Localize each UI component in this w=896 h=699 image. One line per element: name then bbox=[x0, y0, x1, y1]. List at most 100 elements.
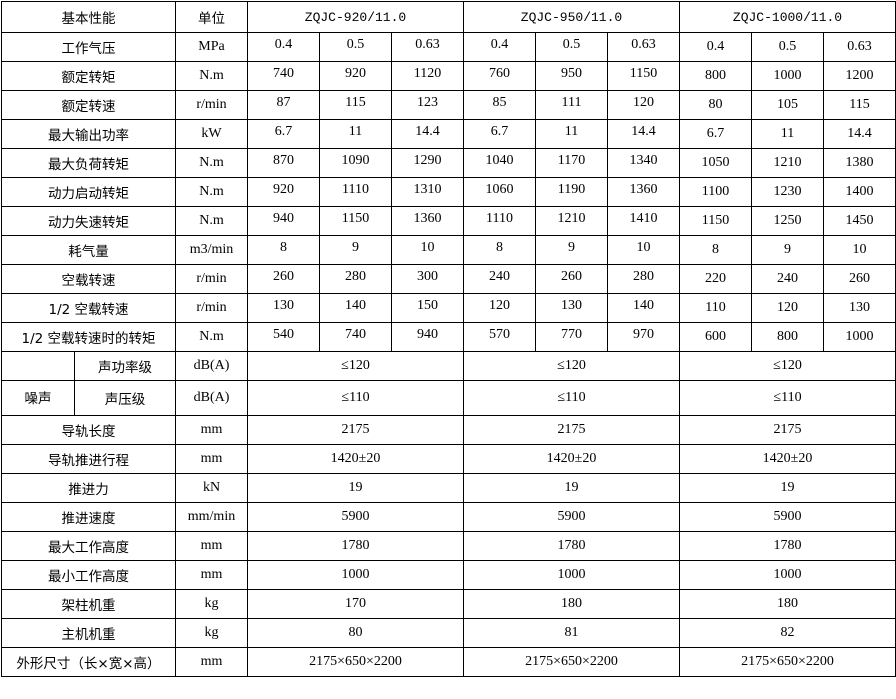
noise-row-3: 声压级 dB(A) ≤110 ≤110 ≤110 bbox=[2, 380, 896, 416]
row-value: 19 bbox=[463, 473, 680, 503]
row-unit: kg bbox=[175, 589, 248, 619]
row-value: 123 bbox=[391, 90, 464, 120]
row-value: 1290 bbox=[391, 148, 464, 178]
row-value: 1340 bbox=[607, 148, 680, 178]
row-value: 2175 bbox=[247, 415, 464, 445]
row-value: 14.4 bbox=[607, 119, 680, 149]
spec-table: 基本性能 单位 ZQJC-920/11.0 ZQJC-950/11.0 ZQJC-100… bbox=[1, 1, 896, 677]
row-value: 10 bbox=[822, 235, 896, 265]
row-value: 950 bbox=[535, 61, 608, 91]
noise-pressure-value: ≤110 bbox=[678, 380, 896, 416]
row-unit: mm/min bbox=[175, 502, 248, 532]
row-value: 5900 bbox=[247, 502, 464, 532]
row-value: 5900 bbox=[463, 502, 680, 532]
row-value: 0.63 bbox=[391, 32, 464, 62]
row-value: 0.5 bbox=[751, 32, 824, 62]
row-value: 1040 bbox=[463, 148, 536, 178]
table-row: 耗气量 m3/min 8 9 10 8 9 10 8 9 10 bbox=[1, 235, 896, 265]
row-value: 10 bbox=[607, 235, 680, 265]
row-value: 2175×650×2200 bbox=[247, 647, 464, 677]
row-value: 1380 bbox=[822, 148, 896, 178]
header-property: 基本性能 bbox=[1, 1, 176, 33]
row-value: 2175×650×2200 bbox=[678, 647, 896, 677]
row-value: 8 bbox=[463, 235, 536, 265]
table-row: 最大输出功率 kW 6.7 11 14.4 6.7 11 14.4 6.7 11 14.4 bbox=[1, 119, 896, 149]
row-value: 9 bbox=[535, 235, 608, 265]
row-value: 0.63 bbox=[607, 32, 680, 62]
row-label: 最小工作高度 bbox=[1, 560, 176, 590]
row-value: 0.4 bbox=[247, 32, 320, 62]
row-value: 970 bbox=[607, 322, 680, 352]
row-label: 最大负荷转矩 bbox=[1, 148, 176, 178]
row-value: 220 bbox=[679, 264, 752, 294]
noise-power-value: ≤120 bbox=[247, 351, 464, 381]
row-value: 130 bbox=[535, 293, 608, 323]
table-row: 1/2 空载转速时的转矩 N.m 540 740 940 570 770 970 600 800 1… bbox=[1, 322, 896, 352]
row-label: 推进速度 bbox=[1, 502, 176, 532]
row-value: 6.7 bbox=[247, 119, 320, 149]
row-value: 1000 bbox=[678, 560, 896, 590]
row-value: 19 bbox=[678, 473, 896, 503]
noise-row-1: 声功率级 dB(A) ≤120 ≤120 ≤120 bbox=[1, 351, 896, 381]
row-label: 额定转速 bbox=[1, 90, 176, 120]
row-label: 外形尺寸（长×宽×高） bbox=[1, 647, 176, 677]
row-unit: r/min bbox=[175, 264, 248, 294]
row-unit: mm bbox=[175, 647, 248, 677]
noise-power-value: ≤120 bbox=[678, 351, 896, 381]
row-value: 940 bbox=[391, 322, 464, 352]
row-unit: kW bbox=[175, 119, 248, 149]
row-value: 760 bbox=[463, 61, 536, 91]
header-model: ZQJC-1000/11.0 bbox=[678, 1, 896, 33]
row-value: 280 bbox=[319, 264, 392, 294]
row-value: 11 bbox=[535, 119, 608, 149]
row-value: 105 bbox=[751, 90, 824, 120]
row-value: 82 bbox=[678, 618, 896, 648]
table-row: 导轨长度 mm 2175 2175 2175 bbox=[1, 415, 896, 445]
row-value: 0.4 bbox=[679, 32, 752, 62]
row-value: 1050 bbox=[679, 148, 752, 178]
row-value: 1450 bbox=[822, 206, 896, 236]
table-row: 空载转速 r/min 260 280 300 240 260 280 220 240 260 bbox=[1, 264, 896, 294]
row-label: 额定转矩 bbox=[1, 61, 176, 91]
row-value: 1150 bbox=[319, 206, 392, 236]
row-unit: N.m bbox=[175, 177, 248, 207]
row-value: 1410 bbox=[607, 206, 680, 236]
row-value: 115 bbox=[319, 90, 392, 120]
table-row: 外形尺寸（长×宽×高） mm 2175×650×2200 2175×650×2200 2… bbox=[1, 647, 896, 677]
noise-pressure-unit: dB(A) bbox=[175, 380, 248, 416]
row-label: 架柱机重 bbox=[1, 589, 176, 619]
row-value: 770 bbox=[535, 322, 608, 352]
header-model: ZQJC-950/11.0 bbox=[463, 1, 680, 33]
table-row: 额定转速 r/min 87 115 123 85 111 120 80 105 115 bbox=[1, 90, 896, 120]
row-unit: mm bbox=[175, 531, 248, 561]
row-value: 120 bbox=[751, 293, 824, 323]
noise-power-value: ≤120 bbox=[463, 351, 680, 381]
row-value: 1780 bbox=[247, 531, 464, 561]
table-row: 导轨推进行程 mm 1420±20 1420±20 1420±20 bbox=[1, 444, 896, 474]
noise-power-label: 声功率级 bbox=[74, 351, 176, 381]
row-value: 1400 bbox=[822, 177, 896, 207]
row-value: 740 bbox=[247, 61, 320, 91]
row-value: 87 bbox=[247, 90, 320, 120]
row-value: 1110 bbox=[319, 177, 392, 207]
noise-pressure-value: ≤110 bbox=[247, 380, 464, 416]
row-value: 0.5 bbox=[535, 32, 608, 62]
row-value: 1170 bbox=[535, 148, 608, 178]
row-value: 920 bbox=[247, 177, 320, 207]
row-value: 19 bbox=[247, 473, 464, 503]
row-value: 920 bbox=[319, 61, 392, 91]
table-row: 工作气压 MPa 0.4 0.5 0.63 0.4 0.5 0.63 0.4 0.5 0.63 bbox=[1, 32, 896, 62]
row-unit: r/min bbox=[175, 90, 248, 120]
row-value: 800 bbox=[679, 61, 752, 91]
row-value: 1420±20 bbox=[678, 444, 896, 474]
row-label: 推进力 bbox=[1, 473, 176, 503]
row-value: 6.7 bbox=[679, 119, 752, 149]
row-value: 260 bbox=[822, 264, 896, 294]
row-value: 870 bbox=[247, 148, 320, 178]
table-row: 最大负荷转矩 N.m 870 1090 1290 1040 1170 1340 1050 1210… bbox=[1, 148, 896, 178]
row-value: 140 bbox=[607, 293, 680, 323]
noise-pressure-label: 声压级 bbox=[74, 380, 176, 416]
row-value: 1210 bbox=[751, 148, 824, 178]
row-unit: N.m bbox=[175, 322, 248, 352]
row-value: 1230 bbox=[751, 177, 824, 207]
